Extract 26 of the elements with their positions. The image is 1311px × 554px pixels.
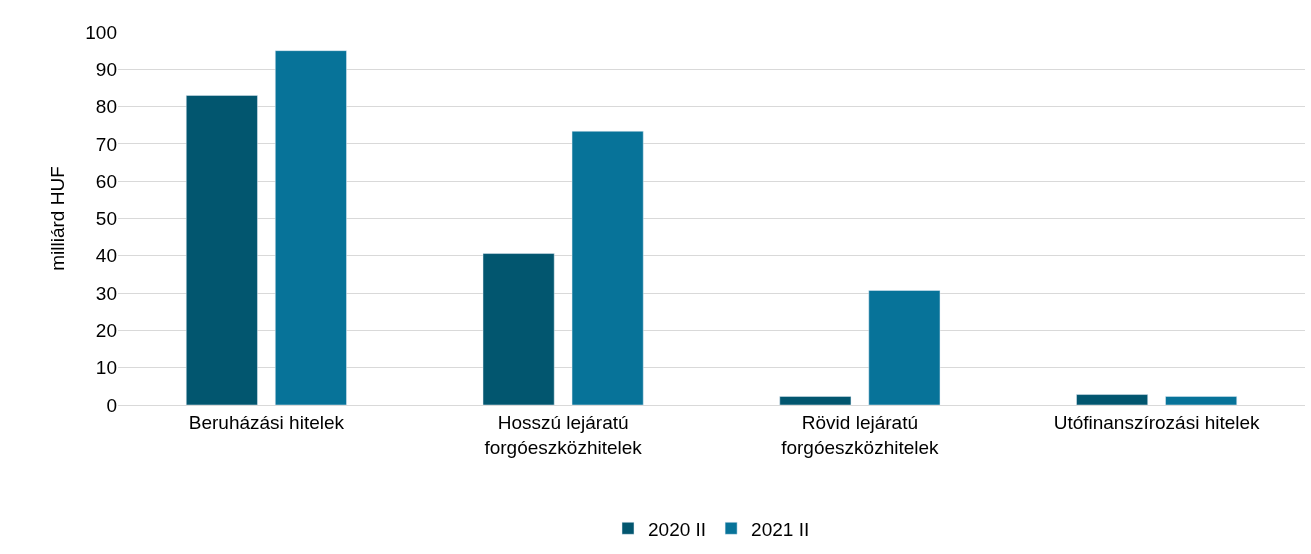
bar [186,95,258,405]
y-tick-label: 80 [95,96,117,118]
x-tick-label: Hosszú lejáratú forgóeszközhitelek [484,411,643,458]
y-tick-label: 40 [95,245,117,267]
y-tick-label: 30 [95,282,117,304]
bar [275,50,347,405]
x-tick-label: Beruházási hitelek [188,411,345,433]
y-tick-label: 10 [95,357,117,379]
bar [868,290,941,405]
x-tick-label: Rövid lejáratú forgóeszközhitelek [781,411,940,458]
bar [482,253,555,405]
y-tick-label: 20 [95,320,117,342]
y-tick-label: 0 [106,394,117,416]
bar [1076,394,1148,405]
x-tick-label: Utófinanszírozási hitelek [1053,411,1261,433]
y-tick-label: 70 [95,133,117,155]
bar [571,130,644,405]
y-tick-label: 60 [95,170,117,192]
y-tick-label: 100 [85,21,117,43]
y-axis-title: milliárd HUF [47,166,69,271]
legend-label: 2020 II [648,518,707,540]
y-tick-label: 50 [95,208,117,230]
bar [1165,396,1237,405]
y-tick-label: 90 [95,58,117,80]
legend-label: 2021 II [751,518,810,540]
bar [779,396,852,405]
